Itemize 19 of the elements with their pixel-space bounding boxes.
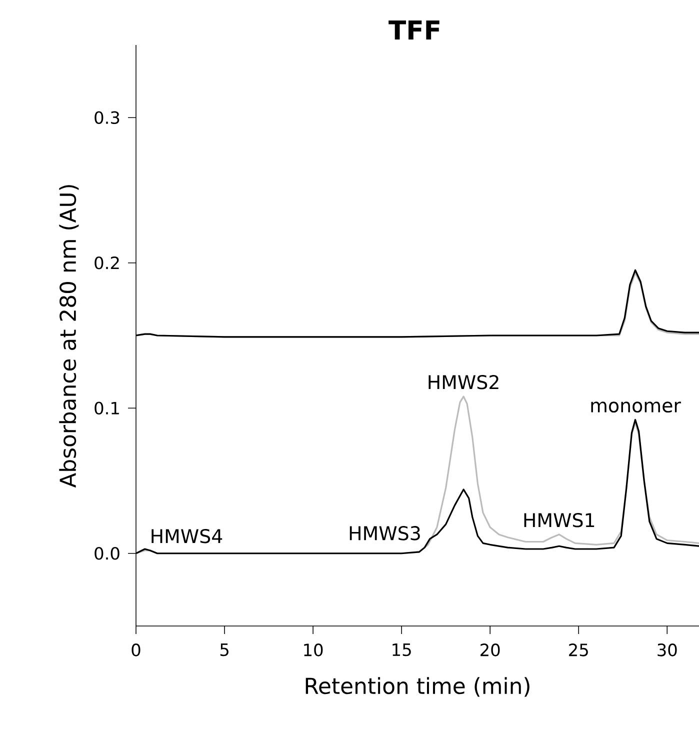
x-axis-title: Retention time (min) (306, 677, 530, 697)
x-tick-label: 10 (304, 644, 323, 656)
x-tick-label: 0 (132, 644, 140, 656)
x-tick-label: 5 (220, 644, 228, 656)
annotation: HMWS1 (524, 512, 594, 528)
y-tick-label: 0.1 (94, 402, 119, 415)
x-tick-label: 25 (569, 644, 588, 656)
x-tick-label: 30 (658, 644, 677, 656)
chart-title: TFF (388, 20, 440, 40)
annotation: HMWS2 (428, 374, 498, 390)
annotation: HMWS3 (350, 526, 420, 540)
x-tick-label: 20 (480, 644, 500, 656)
y-axis-title: Absorbance at 280 nm (AU) (59, 185, 79, 488)
annotation: monomer (591, 402, 681, 413)
y-tick-label: 0.3 (94, 111, 120, 124)
y-tick-label: 0.2 (94, 256, 119, 270)
y-tick-label: 0.0 (94, 546, 120, 560)
x-tick-label: 15 (392, 644, 411, 656)
annotation: HMWS4 (152, 528, 222, 544)
